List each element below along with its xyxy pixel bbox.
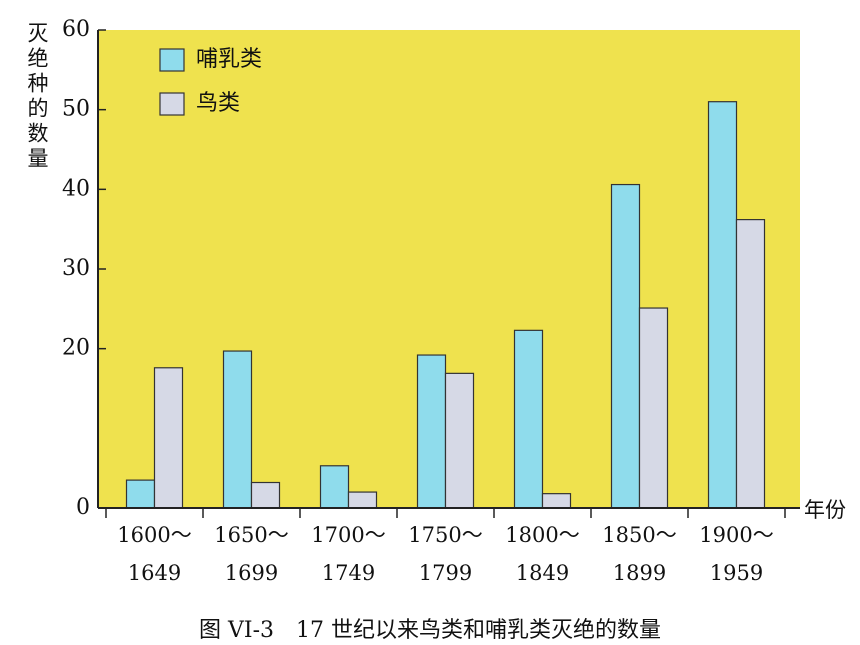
y-tick-label: 60 bbox=[62, 17, 90, 42]
bar bbox=[416, 354, 447, 509]
bar bbox=[610, 183, 641, 509]
x-tick-label: 1800～ 1849 bbox=[505, 523, 580, 585]
y-tick-label: 40 bbox=[62, 176, 90, 201]
x-tick-label: 1650～ 1699 bbox=[214, 523, 289, 585]
y-tick-label: 0 bbox=[76, 495, 90, 520]
legend-label: 鸟类 bbox=[196, 91, 240, 116]
bar bbox=[513, 329, 544, 509]
bar bbox=[735, 219, 766, 509]
y-tick-label: 20 bbox=[62, 336, 90, 361]
x-tick-label: 1900～ 1959 bbox=[699, 523, 774, 585]
legend-label: 哺乳类 bbox=[196, 47, 262, 72]
legend-swatch bbox=[159, 48, 185, 72]
x-tick-label: 1700～ 1749 bbox=[311, 523, 386, 585]
bar bbox=[250, 481, 281, 509]
y-tick-label: 50 bbox=[62, 97, 90, 122]
bar bbox=[319, 465, 350, 509]
bar bbox=[444, 372, 475, 509]
x-axis-label: 年份 bbox=[804, 498, 846, 522]
y-tick-label: 30 bbox=[62, 256, 90, 281]
bar bbox=[125, 479, 156, 509]
caption: 图 VI-3 17 世纪以来鸟类和哺乳类灭绝的数量 bbox=[199, 618, 661, 643]
bar bbox=[707, 101, 738, 509]
y-axis-label: 灭绝种的数量 bbox=[25, 22, 49, 172]
bar bbox=[638, 307, 669, 509]
bar bbox=[153, 367, 184, 509]
bar bbox=[347, 491, 378, 509]
x-tick-label: 1750～ 1799 bbox=[408, 523, 483, 585]
x-tick-label: 1850～ 1899 bbox=[602, 523, 677, 585]
legend-swatch bbox=[159, 92, 185, 116]
bar bbox=[541, 493, 572, 509]
x-tick-label: 1600～ 1649 bbox=[117, 523, 192, 585]
bar bbox=[222, 350, 253, 509]
